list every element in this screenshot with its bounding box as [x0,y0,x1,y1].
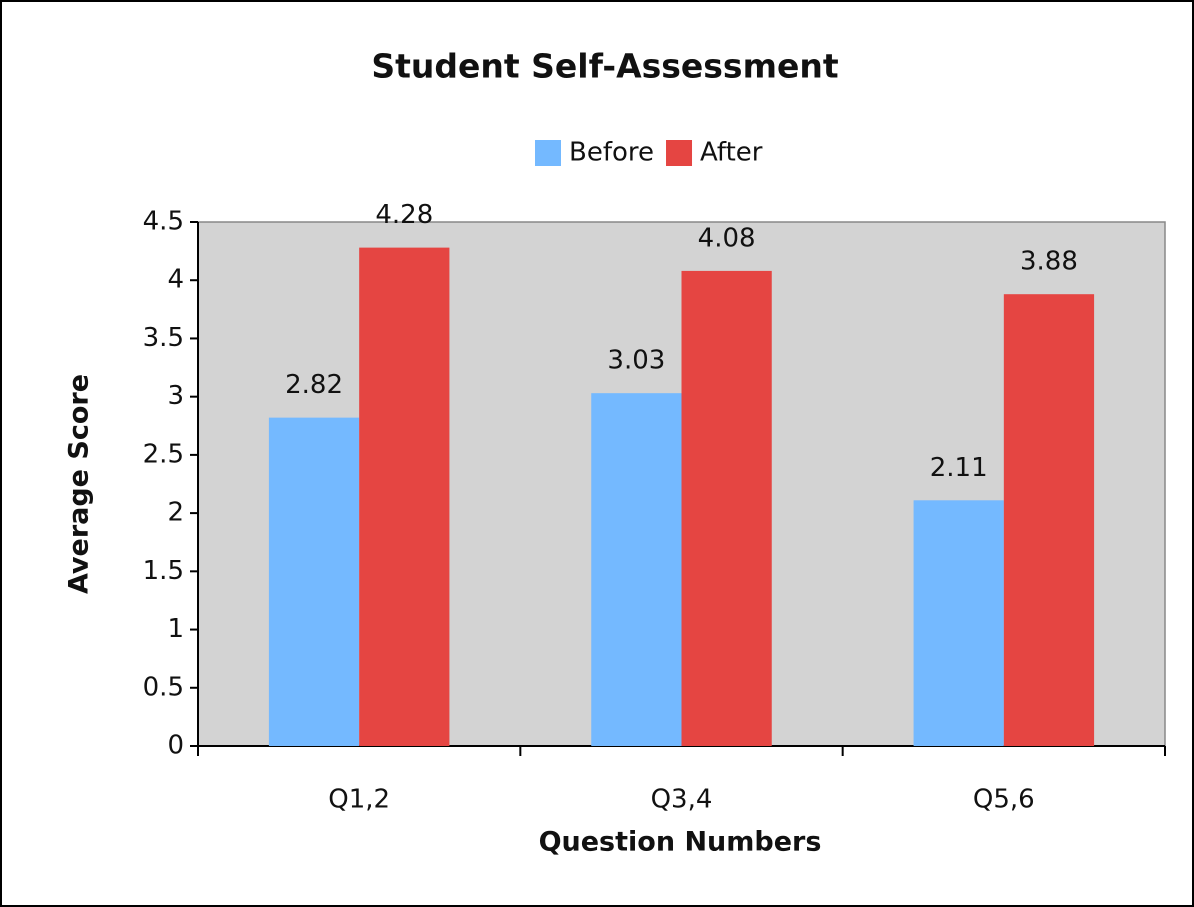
data-label: 3.03 [607,346,665,376]
data-label: 3.88 [1020,247,1078,277]
x-tick-label: Q1,2 [328,785,390,815]
bar [591,393,682,746]
data-label: 4.08 [698,223,756,253]
legend-swatch [666,140,693,166]
bar [359,247,450,746]
y-tick-label: 1 [167,614,184,644]
bar [268,417,360,746]
data-label: 2.82 [285,370,343,400]
y-tick-label: 1.5 [143,556,184,586]
y-tick-label: 3 [167,381,184,411]
y-tick-label: 3.5 [143,323,184,353]
bar [1003,294,1095,746]
y-axis-label: Average Score [64,374,95,594]
y-tick-label: 0 [167,731,184,761]
y-tick-label: 2 [167,498,184,528]
legend-label: After [700,138,763,168]
y-tick-label: 4.5 [143,207,184,237]
y-tick-label: 2.5 [143,439,184,469]
x-tick-label: Q5,6 [973,785,1035,815]
legend-swatch [535,140,561,166]
data-label: 4.28 [375,200,433,230]
y-tick-label: 0.5 [143,672,184,702]
bar [913,500,1004,746]
x-tick-label: Q3,4 [651,785,713,815]
legend-label: Before [569,138,654,168]
chart-title: Student Self-Assessment [371,47,838,86]
x-axis-label: Question Numbers [539,827,822,858]
data-label: 2.11 [930,453,988,483]
y-tick-label: 4 [167,265,184,295]
bar [681,270,772,746]
